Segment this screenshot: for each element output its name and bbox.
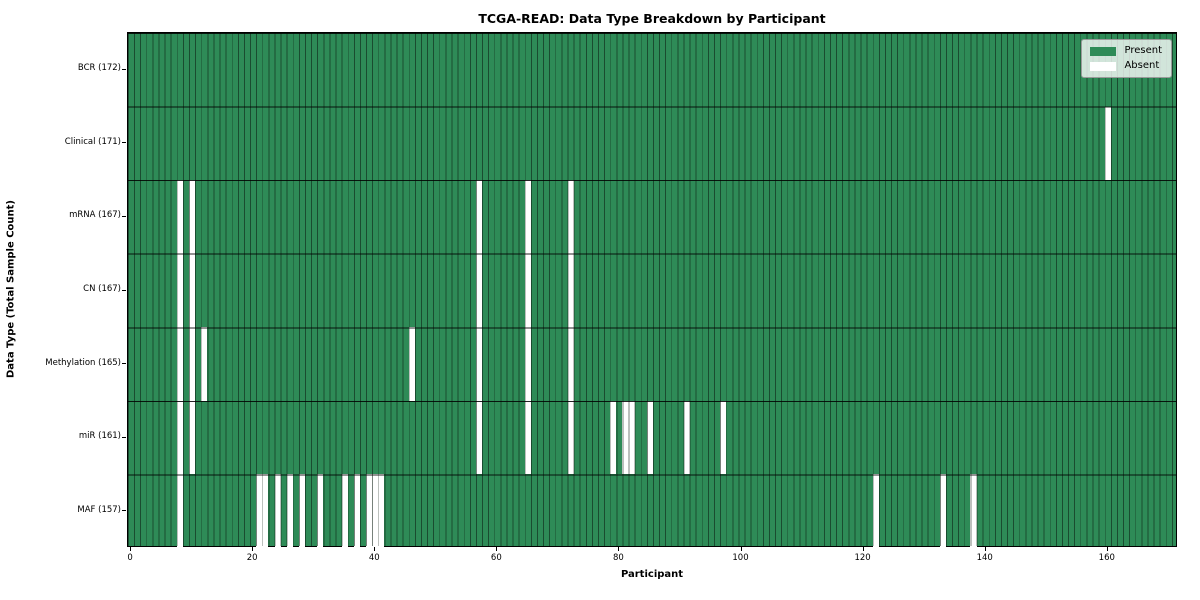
legend-label-present: Present	[1124, 45, 1162, 56]
y-tick-mark	[122, 289, 126, 291]
heatmap-plot: Present Absent	[127, 32, 1177, 548]
x-tick-mark	[1106, 547, 1108, 551]
y-tick-mark	[122, 363, 126, 365]
absent-cell	[567, 327, 574, 401]
x-tick-mark	[374, 547, 376, 551]
absent-cell	[176, 253, 183, 328]
absent-cell	[286, 474, 293, 548]
absent-cell	[524, 180, 531, 254]
absent-cell	[475, 180, 483, 254]
x-tick-label: 20	[246, 553, 258, 563]
x-tick-label: 60	[490, 553, 502, 563]
x-tick-label: 160	[1098, 553, 1115, 563]
absent-cell	[939, 474, 946, 548]
absent-cell	[189, 253, 196, 328]
absent-cell	[524, 327, 531, 401]
y-tick-label: Clinical (171)	[64, 136, 121, 147]
absent-cell	[1104, 106, 1111, 181]
x-tick-label: 100	[732, 553, 749, 563]
x-tick-mark	[130, 547, 132, 551]
x-tick-mark	[862, 547, 864, 551]
legend-label-absent: Absent	[1124, 60, 1160, 71]
x-tick-mark	[496, 547, 498, 551]
y-tick-mark	[122, 68, 126, 70]
y-tick-mark	[122, 142, 126, 144]
y-tick-label: mRNA (167)	[69, 210, 121, 221]
absent-cell	[201, 327, 208, 401]
absent-cell	[317, 474, 324, 548]
legend: Present Absent	[1081, 39, 1172, 78]
y-tick-label: miR (161)	[78, 431, 121, 442]
absent-cell	[524, 253, 531, 328]
present-swatch-icon	[1090, 46, 1117, 56]
absent-cell	[970, 474, 977, 548]
absent-cell	[298, 474, 306, 548]
absent-cell	[176, 400, 183, 475]
absent-cell	[720, 400, 727, 475]
x-tick-label: 80	[613, 553, 624, 563]
y-tick-label: Methylation (165)	[45, 357, 121, 368]
y-tick-mark	[122, 436, 126, 438]
chart-title: TCGA-READ: Data Type Breakdown by Partic…	[478, 11, 826, 26]
absent-cell	[262, 474, 269, 548]
absent-cell	[683, 400, 690, 475]
absent-cell	[408, 327, 415, 401]
y-tick-label: BCR (172)	[77, 63, 121, 74]
absent-cell	[475, 253, 483, 328]
absent-cell	[567, 180, 574, 254]
absent-cell	[189, 180, 196, 254]
absent-cell	[274, 474, 281, 548]
absent-cell	[475, 400, 483, 475]
y-tick-label: MAF (157)	[77, 504, 121, 515]
y-tick-mark	[122, 215, 126, 217]
x-tick-mark	[618, 547, 620, 551]
absent-cell	[628, 400, 635, 475]
absent-cell	[189, 327, 196, 401]
absent-cell	[872, 474, 879, 548]
y-tick-mark	[122, 510, 126, 512]
absent-cell	[475, 327, 483, 401]
absent-cell	[341, 474, 348, 548]
x-tick-label: 120	[854, 553, 871, 563]
heatmap-cells	[128, 33, 1176, 548]
absent-cell	[378, 474, 385, 548]
legend-item-present: Present	[1090, 46, 1162, 56]
absent-cell	[176, 474, 183, 548]
absent-cell	[189, 400, 196, 475]
absent-cell	[176, 327, 183, 401]
legend-item-absent: Absent	[1090, 61, 1162, 71]
y-tick-label: CN (167)	[83, 284, 121, 294]
absent-cell	[524, 400, 531, 475]
x-tick-mark	[984, 547, 986, 551]
x-tick-label: 0	[127, 553, 133, 563]
x-tick-mark	[740, 547, 742, 551]
absent-swatch-icon	[1090, 61, 1117, 71]
x-tick-label: 40	[368, 553, 380, 563]
absent-cell	[353, 474, 360, 548]
x-tick-label: 140	[976, 553, 993, 563]
x-tick-mark	[252, 547, 254, 551]
absent-cell	[567, 400, 574, 475]
absent-cell	[610, 400, 617, 475]
x-axis-label: Participant	[620, 569, 684, 580]
y-axis-label: Data Type (Total Sample Count)	[5, 199, 17, 379]
absent-cell	[646, 400, 653, 475]
absent-cell	[567, 253, 574, 328]
absent-cell	[176, 180, 183, 254]
